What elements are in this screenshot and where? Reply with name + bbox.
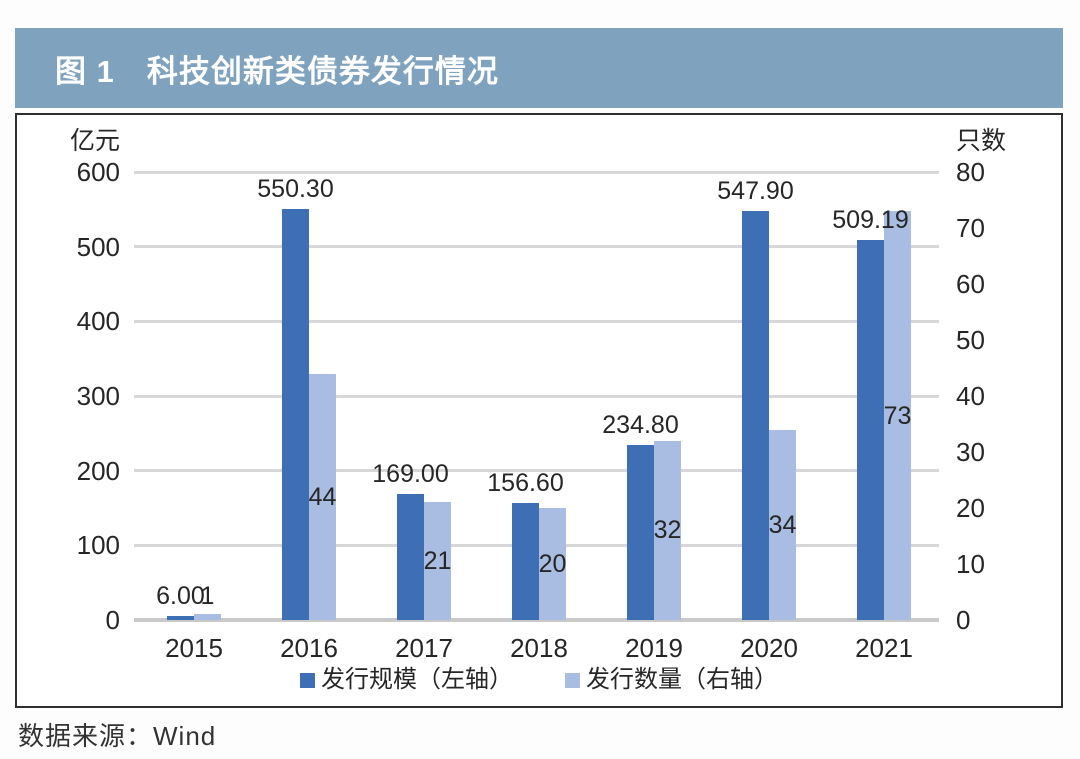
right-axis-tick-label: 60 (956, 269, 985, 299)
x-axis-category-label: 2020 (740, 633, 798, 663)
right-axis-unit-label: 只数 (956, 127, 1007, 155)
bar-issuance-scale (167, 615, 194, 620)
bar-issuance-count (194, 614, 221, 620)
left-axis-tick-label: 400 (76, 306, 120, 337)
count-value-label: 44 (308, 482, 337, 511)
legend-swatch-issuance-count (565, 672, 580, 688)
scale-value-label: 547.90 (717, 176, 794, 205)
x-axis-category-label: 2017 (395, 633, 453, 663)
right-axis-tick-label: 20 (956, 493, 985, 523)
bar-issuance-scale (397, 493, 424, 620)
figure-title-bar: 图 1 科技创新类债券发行情况 (15, 28, 1063, 108)
right-axis-tick-label: 70 (956, 213, 985, 243)
x-axis-baseline (134, 618, 939, 622)
legend-label-issuance-count: 发行数量（右轴） (586, 666, 778, 693)
bar-issuance-count (539, 508, 566, 620)
right-axis-tick-label: 50 (956, 325, 985, 355)
right-axis-tick-label: 0 (956, 605, 971, 635)
count-value-label: 21 (423, 547, 452, 576)
gridline (134, 469, 939, 473)
legend-swatch-issuance-scale (300, 672, 315, 688)
scale-value-label: 6.00 (156, 581, 205, 610)
count-value-label: 34 (768, 510, 797, 539)
x-axis-category-label: 2021 (855, 633, 913, 663)
left-axis-tick-label: 0 (105, 605, 120, 635)
data-source-caption: 数据来源：Wind (18, 721, 217, 751)
left-axis-tick-label: 300 (76, 381, 120, 411)
bar-issuance-count (884, 211, 911, 620)
count-value-label: 20 (538, 550, 567, 578)
chart-legend: 发行规模（左轴） 发行数量（右轴） (17, 666, 1061, 694)
left-axis-tick-label: 600 (76, 157, 120, 187)
legend-label-issuance-scale: 发行规模（左轴） (321, 666, 513, 693)
bar-issuance-count (309, 373, 336, 620)
x-axis-category-label: 2015 (165, 633, 223, 663)
x-axis-category-label: 2016 (280, 633, 338, 663)
count-value-label: 32 (653, 516, 682, 545)
legend-item-issuance-scale: 发行规模（左轴） (300, 666, 513, 694)
left-axis-tick-label: 200 (76, 455, 120, 486)
right-axis-tick-label: 80 (956, 157, 985, 187)
bar-issuance-scale (742, 210, 769, 620)
legend-item-issuance-count: 发行数量（右轴） (565, 666, 778, 694)
scale-value-label: 169.00 (372, 459, 449, 488)
gridline (134, 319, 939, 323)
count-value-label: 1 (200, 582, 215, 611)
scale-value-label: 234.80 (602, 410, 679, 439)
right-axis-tick-label: 30 (956, 437, 985, 467)
left-axis-tick-label: 100 (76, 530, 120, 561)
right-axis-tick-label: 10 (956, 549, 985, 579)
figure-title: 图 1 科技创新类债券发行情况 (55, 53, 499, 89)
bar-issuance-count (424, 502, 451, 620)
gridline (134, 170, 939, 174)
bar-issuance-scale (512, 503, 539, 620)
chart-container: 亿元 只数 0 100 200 300 400 500 600 0 10 20 30 40 50 60 70… (15, 113, 1063, 708)
bar-issuance-count (769, 429, 796, 620)
scale-value-label: 550.30 (257, 175, 334, 204)
x-axis-category-label: 2018 (510, 633, 568, 663)
scale-value-label: 156.60 (487, 469, 564, 498)
gridline (134, 394, 939, 398)
scale-value-label: 509.19 (832, 205, 909, 234)
bar-issuance-scale (857, 239, 884, 620)
bar-issuance-scale (627, 444, 654, 620)
left-axis-tick-label: 500 (76, 231, 120, 262)
right-axis-tick-label: 40 (956, 381, 985, 411)
left-axis-unit-label: 亿元 (69, 127, 120, 155)
count-value-label: 73 (883, 401, 912, 430)
bar-issuance-count (654, 440, 681, 620)
gridline (134, 245, 939, 249)
bar-issuance-scale (282, 209, 309, 620)
x-axis-category-label: 2019 (625, 633, 683, 663)
